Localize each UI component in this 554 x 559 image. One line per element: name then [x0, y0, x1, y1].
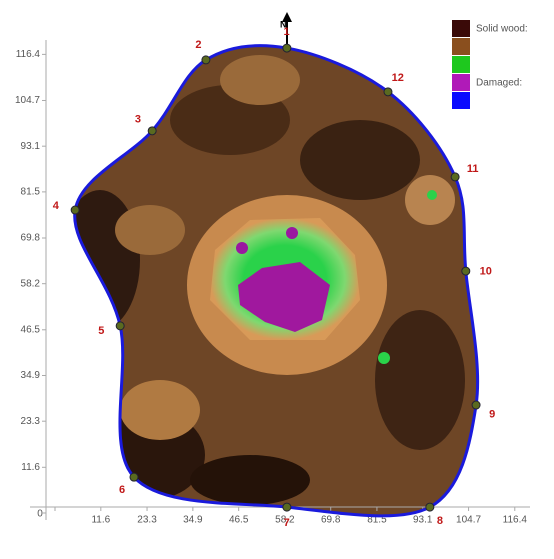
x-tick-label: 34.9: [183, 515, 203, 526]
sensor: [425, 502, 435, 512]
sensor-label: 1: [284, 26, 290, 38]
sensor-label: 5: [98, 325, 104, 337]
y-tick-label: 69.8: [21, 233, 41, 244]
tomogram-image: [74, 45, 478, 516]
legend-swatch: [452, 38, 470, 55]
sensor: [383, 87, 393, 97]
y-tick-label: 93.1: [21, 141, 41, 152]
sensor-label: 6: [119, 484, 125, 496]
y-tick-label: 81.5: [21, 187, 41, 198]
north-label: N: [280, 19, 287, 29]
x-tick-label: 0: [37, 509, 43, 520]
legend-label: Damaged:: [476, 78, 522, 89]
sensor-label: 12: [392, 72, 404, 84]
y-tick-label: 23.3: [21, 416, 41, 427]
sensor: [282, 43, 292, 53]
x-tick-label: 81.5: [367, 515, 387, 526]
x-tick-label: 11.6: [91, 515, 110, 526]
sensor: [461, 266, 471, 276]
x-tick-label: 93.1: [413, 515, 433, 526]
x-tick-label: 104.7: [456, 515, 481, 526]
x-tick-label: 69.8: [321, 515, 341, 526]
sensor-label: 8: [437, 515, 443, 527]
y-tick-label: 104.7: [15, 95, 40, 106]
x-tick-label: 116.4: [503, 515, 528, 526]
legend-swatch: [452, 92, 470, 109]
sensor-label: 9: [489, 408, 495, 420]
sensor: [129, 472, 139, 482]
y-tick-label: 58.2: [21, 278, 41, 289]
y-tick-label: 46.5: [21, 324, 41, 335]
sensor: [115, 321, 125, 331]
legend-label: Solid wood:: [476, 24, 528, 35]
x-tick-label: 58.2: [275, 515, 295, 526]
x-tick-label: 46.5: [229, 515, 249, 526]
sensor-label: 11: [467, 163, 479, 175]
y-tick-label: 34.9: [21, 370, 41, 381]
north-arrow-head: [282, 12, 292, 22]
y-tick-label: 116.4: [16, 49, 41, 60]
legend-swatch: [452, 56, 470, 73]
sensor-label: 3: [135, 113, 141, 125]
sensor-label: 4: [53, 200, 60, 212]
sensor: [282, 502, 292, 512]
x-tick-label: 23.3: [137, 515, 157, 526]
legend-swatch: [452, 20, 470, 37]
sensor-label: 10: [480, 265, 492, 277]
sensor: [450, 172, 460, 182]
sensor-label: 7: [284, 517, 290, 529]
sensor: [70, 205, 80, 215]
sensor: [147, 126, 157, 136]
sensor-label: 2: [195, 39, 201, 51]
legend-swatch: [452, 74, 470, 91]
y-tick-label: 11.6: [21, 462, 40, 473]
sensor: [471, 400, 481, 410]
sensor: [201, 55, 211, 65]
